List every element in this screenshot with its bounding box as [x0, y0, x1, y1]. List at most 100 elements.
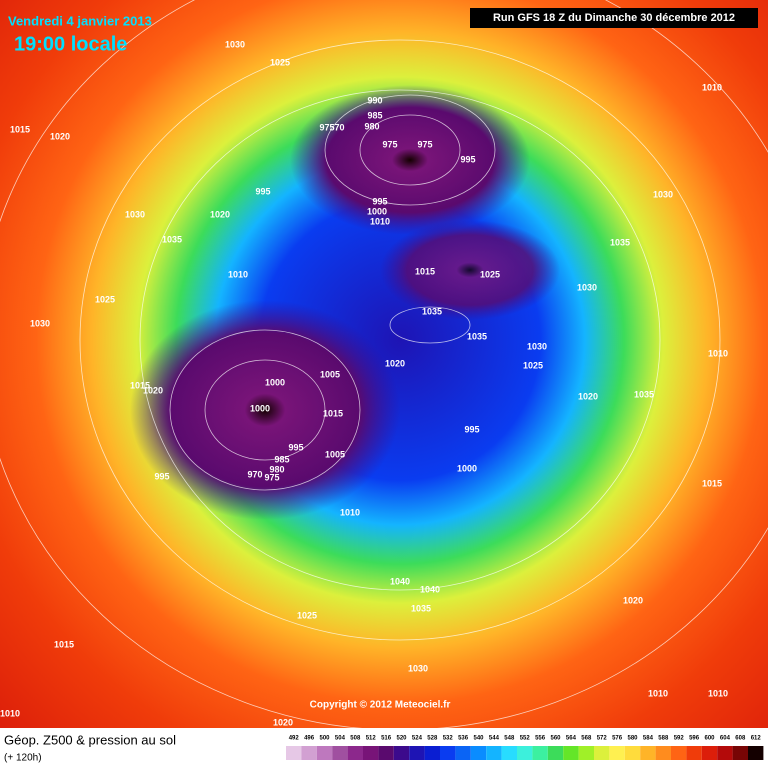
isobar-label: 1020: [273, 717, 293, 727]
legend-label: 496: [304, 736, 315, 742]
legend-label: 532: [443, 736, 454, 742]
legend-swatch: [624, 746, 641, 760]
isobar-label: 1025: [95, 294, 115, 304]
isobar-label: 1010: [708, 348, 728, 358]
isobar-label: 1040: [390, 576, 410, 586]
legend-label: 572: [597, 736, 608, 742]
isobar-label: 975: [264, 472, 279, 482]
isobar-label: 980: [269, 464, 284, 474]
isobar-label: 980: [364, 121, 379, 131]
footer-lead: (+ 120h): [4, 753, 42, 764]
isobar-label: 1005: [325, 449, 345, 459]
legend-label: 548: [504, 736, 515, 742]
legend-swatch: [655, 746, 671, 760]
isobar-label: 1035: [411, 603, 431, 613]
isobar-label: 1030: [577, 282, 597, 292]
legend-swatch: [486, 746, 502, 760]
legend-label: 528: [427, 736, 438, 742]
legend-swatch: [563, 746, 579, 760]
isobar-label: 1030: [408, 663, 428, 673]
legend-label: 508: [350, 736, 361, 742]
isobar-label: 1025: [297, 610, 317, 620]
isobar-label: 1015: [54, 639, 74, 649]
legend-label: 516: [381, 736, 392, 742]
isobar-label: 1000: [457, 463, 477, 473]
legend-label: 568: [581, 736, 592, 742]
isobar-label: 1020: [50, 131, 70, 141]
isobar-label: 1005: [320, 369, 340, 379]
legend-label: 564: [566, 736, 577, 742]
legend-label: 512: [366, 736, 377, 742]
isobar-label: 1020: [623, 595, 643, 605]
legend-swatch: [717, 746, 733, 760]
legend-label: 604: [720, 736, 731, 742]
isobar-label: 1010: [228, 269, 248, 279]
run-box: [470, 8, 758, 28]
isobar-label: 995: [255, 186, 270, 196]
isobar-label: 975: [417, 139, 432, 149]
legend-swatch: [578, 746, 594, 760]
low-pressure-area: [130, 300, 400, 520]
legend-label: 588: [658, 736, 669, 742]
legend-swatch: [332, 746, 348, 760]
low-pressure-area: [290, 85, 530, 235]
run-info: Run GFS 18 Z du Dimanche 30 décembre 201…: [493, 12, 735, 24]
legend-swatch: [732, 746, 748, 760]
isobar-label: 1020: [210, 209, 230, 219]
legend-swatch: [594, 746, 610, 760]
isobar-label: 995: [464, 424, 479, 434]
isobar-label: 1030: [653, 189, 673, 199]
legend-label: 580: [627, 736, 638, 742]
isobar-label: 1035: [634, 389, 654, 399]
isobar-label: 1010: [648, 688, 668, 698]
legend-swatch: [363, 746, 379, 760]
legend-label: 544: [489, 736, 500, 742]
legend-label: 556: [535, 736, 546, 742]
isobar-label: 1020: [385, 358, 405, 368]
legend-swatch: [532, 746, 548, 760]
legend-swatch: [517, 746, 533, 760]
forecast-date: Vendredi 4 janvier 2013: [8, 13, 152, 28]
isobar-label: 1030: [527, 341, 547, 351]
legend-swatch: [316, 746, 333, 760]
isobar-label: 975: [382, 139, 397, 149]
isobar-label: 1030: [30, 318, 50, 328]
isobar-label: 1000: [367, 206, 387, 216]
legend-swatch: [301, 746, 317, 760]
legend-label: 524: [412, 736, 423, 742]
legend-label: 552: [520, 736, 531, 742]
copyright: Copyright © 2012 Meteociel.fr: [310, 700, 451, 711]
isobar-label: 1015: [415, 266, 435, 276]
legend-swatch: [440, 746, 456, 760]
isobar-label: 1035: [422, 306, 442, 316]
isobar-label: 995: [372, 196, 387, 206]
isobar-label: 1010: [702, 82, 722, 92]
isobar-label: 1030: [125, 209, 145, 219]
legend-swatch: [286, 746, 302, 760]
legend-swatch: [455, 746, 471, 760]
isobar-label: 1035: [162, 234, 182, 244]
legend-label: 536: [458, 736, 469, 742]
isobar-label: 1015: [323, 408, 343, 418]
legend-swatch: [748, 746, 764, 760]
legend-label: 596: [689, 736, 700, 742]
isobar-label: 1040: [420, 584, 440, 594]
legend-swatch: [686, 746, 702, 760]
legend-swatch: [409, 746, 425, 760]
isobar-label: 97570: [319, 122, 344, 132]
isobar-label: 985: [367, 110, 382, 120]
legend-label: 600: [704, 736, 715, 742]
isobar-label: 1030: [225, 39, 245, 49]
legend-swatch: [347, 746, 363, 760]
isobar-label: 995: [288, 442, 303, 452]
legend-swatch: [701, 746, 718, 760]
isobar-label: 1025: [270, 57, 290, 67]
legend-swatch: [547, 746, 564, 760]
legend-label: 500: [319, 736, 330, 742]
legend-swatch: [671, 746, 687, 760]
legend-swatch: [609, 746, 625, 760]
isobar-label: 1010: [0, 708, 20, 718]
forecast-time: 19:00 locale: [14, 33, 127, 55]
isobar-label: 1000: [250, 403, 270, 413]
